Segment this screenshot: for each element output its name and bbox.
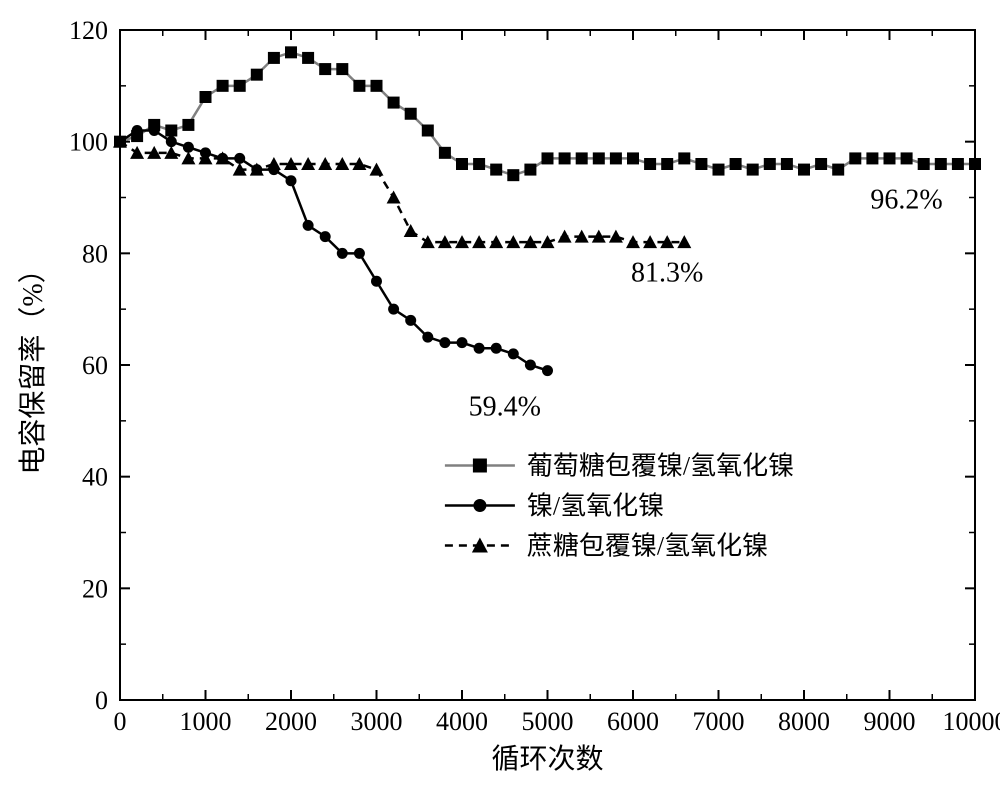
svg-text:0: 0 — [95, 686, 108, 715]
svg-text:9000: 9000 — [864, 707, 916, 736]
svg-text:2000: 2000 — [265, 707, 317, 736]
retention-chart: 0100020003000400050006000700080009000100… — [0, 0, 1000, 805]
svg-text:60: 60 — [82, 351, 108, 380]
legend-label: 葡萄糖包覆镍/氢氧化镍 — [527, 452, 794, 481]
svg-text:8000: 8000 — [778, 707, 830, 736]
chart-container: 0100020003000400050006000700080009000100… — [0, 0, 1000, 805]
legend-label: 蔗糖包覆镍/氢氧化镍 — [527, 532, 768, 561]
svg-text:120: 120 — [69, 16, 108, 45]
annotation-label: 96.2% — [870, 185, 942, 216]
legend-label: 镍/氢氧化镍 — [527, 492, 664, 521]
svg-text:0: 0 — [114, 707, 127, 736]
svg-text:40: 40 — [82, 463, 108, 492]
svg-text:4000: 4000 — [436, 707, 488, 736]
svg-text:1000: 1000 — [180, 707, 232, 736]
svg-text:6000: 6000 — [607, 707, 659, 736]
svg-text:20: 20 — [82, 574, 108, 603]
svg-text:10000: 10000 — [943, 707, 1000, 736]
svg-text:3000: 3000 — [351, 707, 403, 736]
svg-text:7000: 7000 — [693, 707, 745, 736]
y-axis-label: 电容保留率（%） — [17, 255, 49, 474]
svg-text:80: 80 — [82, 239, 108, 268]
x-axis-label: 循环次数 — [491, 743, 603, 775]
annotation-label: 59.4% — [469, 391, 541, 422]
svg-text:100: 100 — [69, 128, 108, 157]
annotation-label: 81.3% — [631, 257, 703, 288]
svg-text:5000: 5000 — [522, 707, 574, 736]
